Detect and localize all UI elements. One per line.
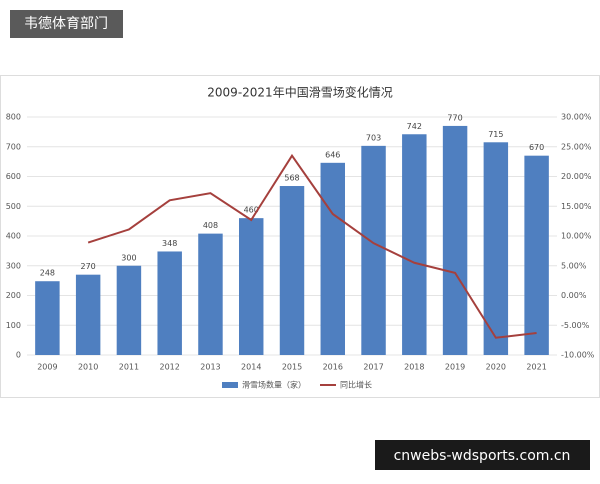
y2-tick-label: -10.00% xyxy=(561,351,595,360)
y2-tick-label: 0.00% xyxy=(561,291,587,300)
x-tick-label: 2011 xyxy=(119,363,139,372)
y-tick-label: 200 xyxy=(6,291,21,300)
bar xyxy=(524,155,549,355)
y-tick-label: 300 xyxy=(6,261,21,270)
y2-tick-label: -5.00% xyxy=(561,321,590,330)
value-label: 646 xyxy=(325,150,340,159)
value-label: 270 xyxy=(81,262,96,271)
y-tick-label: 400 xyxy=(6,232,21,241)
value-label: 408 xyxy=(203,221,218,230)
y2-tick-label: 5.00% xyxy=(561,261,587,270)
value-label: 248 xyxy=(40,269,55,278)
value-label: 348 xyxy=(162,239,177,248)
bar xyxy=(442,125,468,355)
x-tick-label: 2009 xyxy=(37,363,57,372)
footer-label: cnwebs-wdsports.com.cn xyxy=(394,448,571,464)
bar xyxy=(239,218,264,355)
header-box xyxy=(10,10,123,38)
y-tick-label: 100 xyxy=(6,321,21,330)
line xyxy=(87,153,537,339)
legend-label: 滑雪场数量（家） xyxy=(242,380,306,390)
bar xyxy=(279,186,305,355)
x-tick-label: 2014 xyxy=(241,363,261,372)
y2-tick-label: 10.00% xyxy=(561,232,592,241)
x-tick-label: 2016 xyxy=(323,363,343,372)
value-label: 742 xyxy=(407,122,422,131)
value-label: 770 xyxy=(447,113,462,122)
x-tick-label: 2017 xyxy=(363,363,383,372)
legend-swatch xyxy=(222,382,238,388)
x-tick-label: 2021 xyxy=(526,363,546,372)
bar xyxy=(157,251,182,355)
y-tick-label: 500 xyxy=(6,202,21,211)
bar xyxy=(198,233,223,355)
bar xyxy=(402,134,427,355)
x-tick-label: 2018 xyxy=(404,363,424,372)
x-tick-label: 2015 xyxy=(282,363,302,372)
value-label: 670 xyxy=(529,143,544,152)
y2-tick-label: 30.00% xyxy=(561,113,592,122)
y2-tick-label: 25.00% xyxy=(561,142,592,151)
y2-tick-label: 20.00% xyxy=(561,172,592,181)
value-label: 703 xyxy=(366,133,381,142)
bar xyxy=(320,162,345,355)
value-label: 715 xyxy=(488,130,503,139)
y2-tick-label: 15.00% xyxy=(561,202,592,211)
x-tick-label: 2020 xyxy=(486,363,506,372)
x-tick-label: 2013 xyxy=(200,363,220,372)
value-label: 568 xyxy=(284,174,299,183)
chart-title: 2009-2021年中国滑雪场变化情况 xyxy=(207,85,392,100)
y-tick-label: 800 xyxy=(6,113,21,122)
value-label: 300 xyxy=(121,253,136,262)
legend-label: 同比增长 xyxy=(340,380,372,390)
bar xyxy=(116,265,142,355)
value-label: 460 xyxy=(244,206,259,215)
bar xyxy=(35,281,60,355)
plot: 0 100 200 300 400 500 600 700 800 -10.00% -5.00% 0.… xyxy=(6,113,595,390)
y-tick-label: 0 xyxy=(16,351,21,360)
bar xyxy=(75,274,101,355)
bar xyxy=(361,145,386,355)
bar xyxy=(483,142,509,355)
y-tick-label: 600 xyxy=(6,172,21,181)
header-label: 韦德体育部门 xyxy=(24,16,108,32)
x-tick-label: 2012 xyxy=(160,363,180,372)
x-tick-label: 2010 xyxy=(78,363,98,372)
footer-box xyxy=(375,440,590,470)
y-tick-label: 700 xyxy=(6,142,21,151)
x-tick-label: 2019 xyxy=(445,363,465,372)
